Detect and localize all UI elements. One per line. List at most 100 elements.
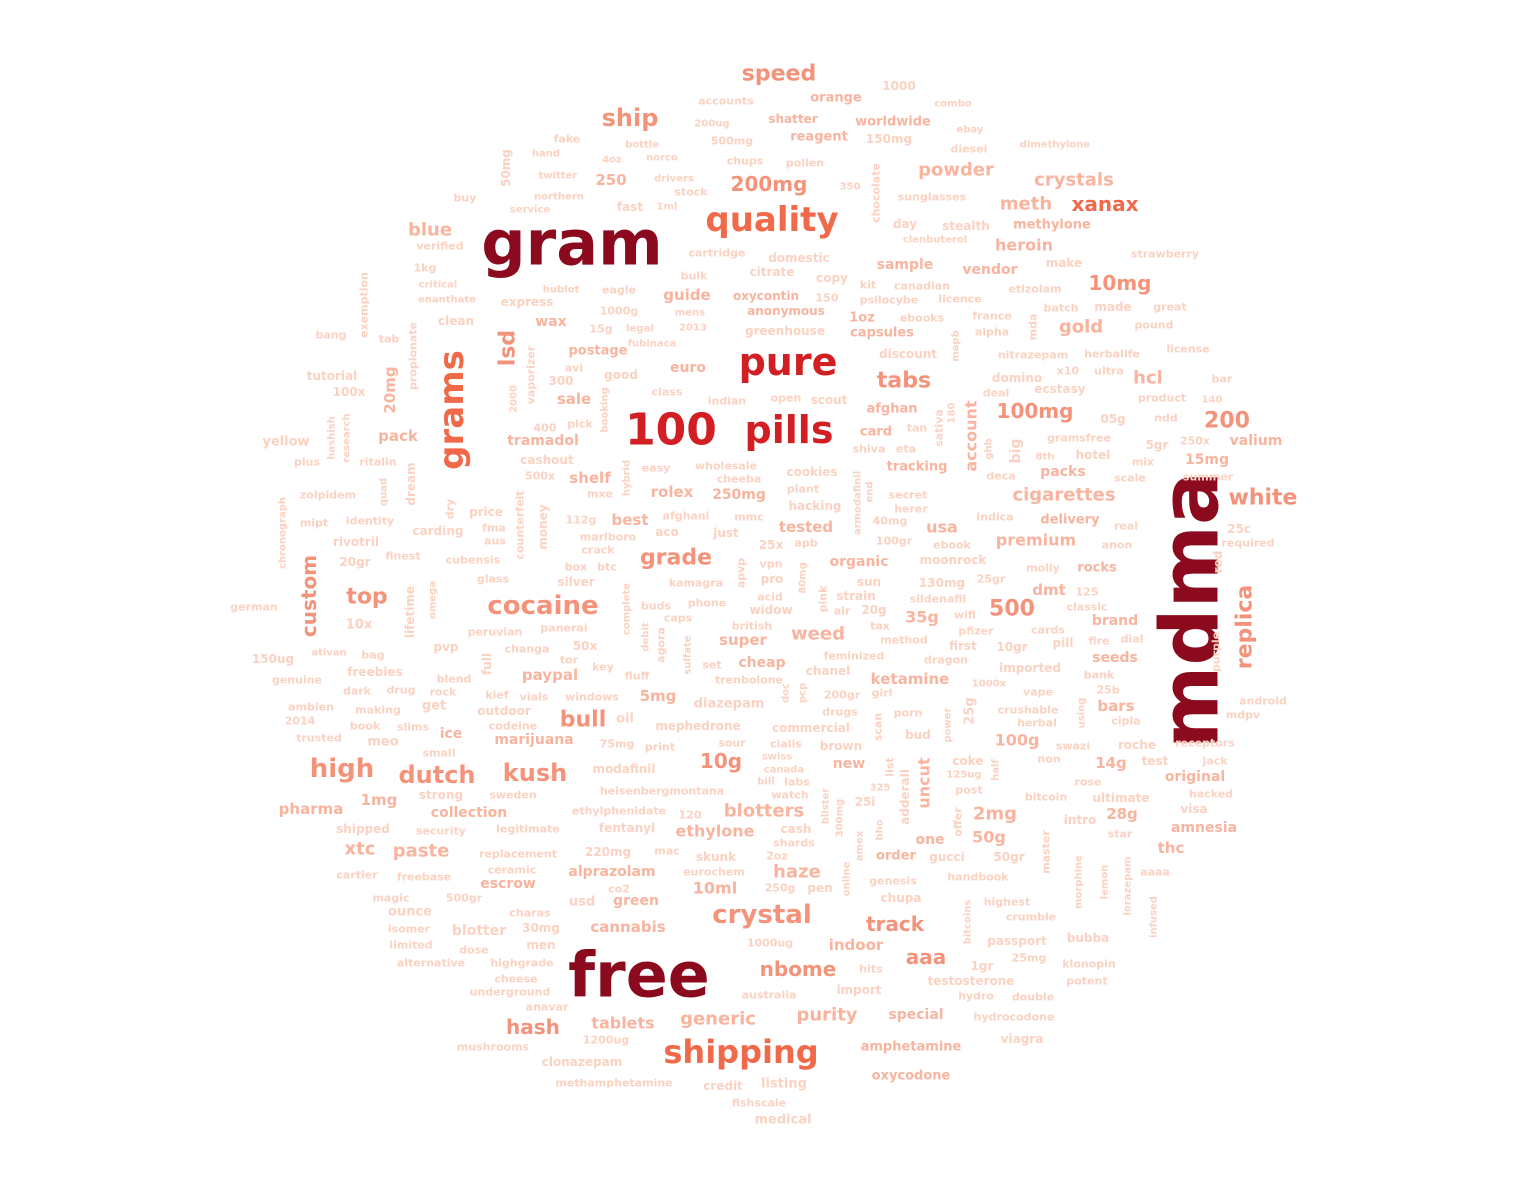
cloud-word: 20g <box>861 603 886 617</box>
cloud-word: uncut <box>915 757 934 809</box>
cloud-word: top <box>346 585 387 610</box>
cloud-word: full <box>480 653 494 675</box>
cloud-word: get <box>422 699 446 714</box>
cloud-word: free <box>568 939 710 1012</box>
cloud-word: 10g <box>700 749 742 773</box>
cloud-word: indian <box>708 395 747 408</box>
cloud-word: 125 <box>1076 586 1099 599</box>
cloud-word: marijuana <box>494 732 573 748</box>
cloud-word: 25mg <box>1012 952 1047 965</box>
cloud-word: cialis <box>770 738 802 751</box>
cloud-word: powder <box>918 160 994 181</box>
cloud-word: 1200ug <box>583 1034 629 1047</box>
cloud-word: pfizer <box>958 625 994 638</box>
cloud-word: guide <box>663 286 710 304</box>
cloud-word: vials <box>520 691 549 704</box>
cloud-word: plant <box>787 483 819 496</box>
cloud-word: klonopin <box>1062 958 1116 971</box>
cloud-word: afghani <box>663 510 710 523</box>
cloud-word: exemption <box>358 272 371 338</box>
cloud-word: receptors <box>1175 737 1235 750</box>
cloud-word: ounce <box>388 905 432 920</box>
cloud-word: 1000 <box>882 79 915 93</box>
cloud-word: glass <box>477 573 510 586</box>
cloud-word: tor <box>560 654 579 667</box>
cloud-word: 25b <box>1096 684 1119 697</box>
cloud-word: handbook <box>947 871 1009 884</box>
cloud-word: grade <box>640 546 712 571</box>
cloud-word: small <box>423 747 456 760</box>
cloud-word: white <box>1229 486 1298 511</box>
cloud-word: 1000ug <box>747 937 793 950</box>
cloud-word: making <box>355 704 401 717</box>
cloud-word: euro <box>670 360 706 376</box>
cloud-word: hacked <box>1189 788 1233 801</box>
cloud-word: phone <box>688 597 727 610</box>
cloud-word: best <box>611 511 648 529</box>
cloud-word: oxycontin <box>733 289 799 303</box>
cloud-word: eta <box>896 443 916 456</box>
cloud-word: half <box>991 759 1002 781</box>
cloud-word: verified <box>416 240 463 253</box>
cloud-word: caps <box>664 612 693 625</box>
cloud-word: open <box>771 392 802 405</box>
cloud-word: outdoor <box>477 704 531 718</box>
cloud-word: 2013 <box>679 323 707 334</box>
cloud-word: air <box>834 605 851 618</box>
cloud-word: dial <box>1121 633 1144 646</box>
cloud-word: 100mg <box>997 399 1074 423</box>
cloud-word: france <box>972 310 1011 323</box>
cloud-word: stock <box>674 186 708 199</box>
cloud-word: methamphetamine <box>555 1077 672 1090</box>
cloud-word: highest <box>984 896 1031 909</box>
cloud-word: codeine <box>489 720 537 733</box>
cloud-word: 200ug <box>694 119 729 130</box>
cloud-word: 120 <box>679 809 702 822</box>
cloud-word: list <box>884 757 897 776</box>
cloud-word: herer <box>894 503 928 516</box>
cloud-word: mmc <box>734 511 763 524</box>
cloud-word: girl <box>872 687 893 700</box>
cloud-word: wax <box>535 314 566 330</box>
cloud-word: sulfate <box>683 635 694 674</box>
cloud-word: hashish <box>327 416 338 459</box>
cloud-word: day <box>893 217 917 231</box>
cloud-word: british <box>732 620 772 633</box>
cloud-word: cheese <box>494 973 537 986</box>
cloud-word: genuine <box>272 674 322 687</box>
cloud-word: bubba <box>1067 931 1109 945</box>
cloud-word: 10mg <box>1089 271 1152 295</box>
cloud-word: purity <box>796 1005 857 1026</box>
cloud-word: vpn <box>760 558 783 571</box>
cloud-word: agora <box>655 627 668 663</box>
cloud-word: paste <box>393 841 450 862</box>
cloud-word: widow <box>749 603 792 617</box>
cloud-word: sun <box>857 575 881 589</box>
cloud-word: tan <box>907 422 928 435</box>
cloud-word: 50x <box>573 639 598 653</box>
cloud-word: moonrock <box>920 553 988 567</box>
cloud-word: shipped <box>336 822 390 836</box>
cloud-word: canada <box>764 765 804 776</box>
cloud-word: domino <box>992 371 1042 385</box>
cloud-word: make <box>1046 256 1082 270</box>
cloud-word: australia <box>742 989 797 1002</box>
cloud-word: finest <box>385 550 420 563</box>
cloud-word: secret <box>889 489 928 502</box>
cloud-word: 25g <box>963 697 978 724</box>
cloud-word: lemon <box>1100 865 1111 900</box>
cloud-word: canadian <box>894 280 950 293</box>
cloud-word: imported <box>999 661 1061 675</box>
cloud-word: ebooks <box>900 312 945 325</box>
cloud-word: discount <box>879 347 937 361</box>
cloud-word: 2014 <box>285 715 316 728</box>
cloud-word: rose <box>1075 776 1102 789</box>
cloud-word: doc <box>781 683 792 703</box>
cloud-word: dark <box>343 685 372 698</box>
cloud-word: rock <box>430 686 458 699</box>
cloud-word: porn <box>894 707 923 720</box>
cloud-word: shelf <box>569 469 611 487</box>
cloud-word: price <box>469 505 503 519</box>
cloud-word: required <box>1221 537 1274 550</box>
cloud-word: buy <box>454 192 477 205</box>
